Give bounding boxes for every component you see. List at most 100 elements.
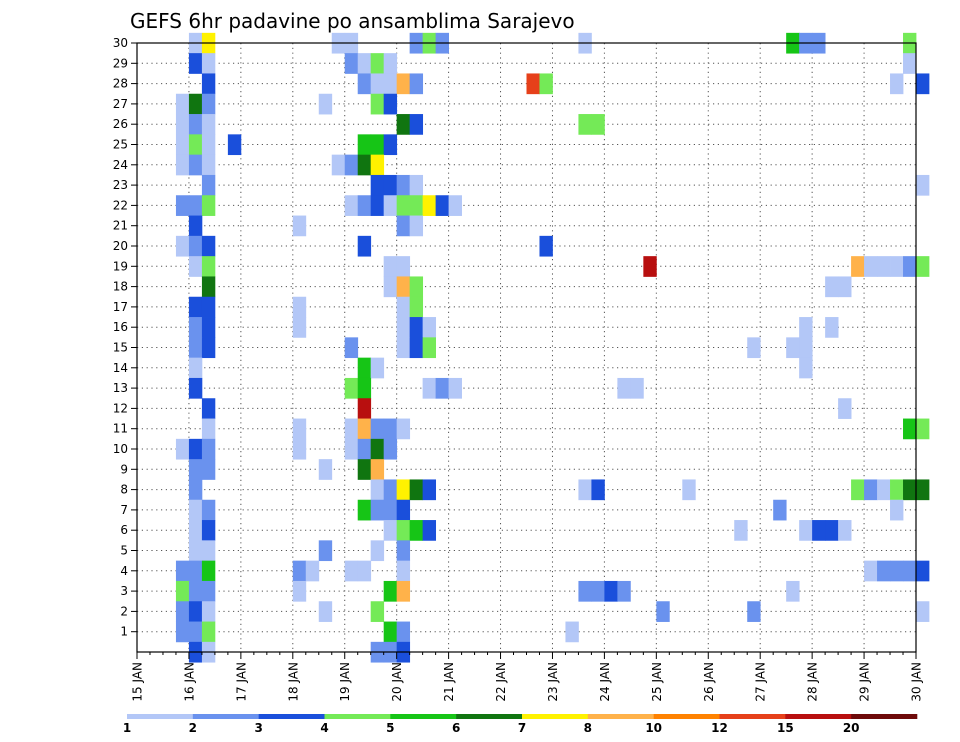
heatmap-cell	[799, 337, 813, 359]
y-tick-label: 15	[113, 341, 128, 355]
y-tick-label: 11	[113, 422, 128, 436]
heatmap-cell	[201, 296, 216, 318]
x-tick-label: 23 JAN	[546, 662, 560, 702]
heatmap-cell	[201, 438, 216, 460]
heatmap-cell	[396, 256, 411, 277]
heatmap-cell	[890, 499, 904, 521]
heatmap-cell	[409, 174, 424, 196]
heatmap-cell	[344, 154, 359, 176]
heatmap-cell	[916, 601, 930, 622]
heatmap-cell	[409, 215, 424, 237]
heatmap-cell	[448, 377, 462, 399]
colorbar-swatch	[390, 714, 457, 719]
heatmap-cell	[422, 195, 437, 216]
heatmap-cell	[188, 215, 203, 237]
heatmap-cell	[175, 93, 190, 115]
heatmap-cell	[383, 621, 398, 643]
heatmap-cell	[864, 560, 878, 582]
heatmap-cell	[201, 114, 216, 135]
heatmap-cell	[383, 520, 398, 541]
heatmap-cell	[396, 479, 411, 501]
x-tick-label: 22 JAN	[494, 662, 508, 702]
heatmap-cell	[370, 459, 385, 480]
heatmap-cell	[890, 479, 904, 501]
x-tick-label: 27 JAN	[754, 662, 768, 702]
heatmap-cell	[188, 580, 203, 602]
heatmap-cell	[383, 73, 398, 95]
y-tick-label: 27	[113, 97, 128, 111]
heatmap-cell	[201, 276, 216, 298]
heatmap-cell	[201, 499, 216, 521]
y-tick-label: 9	[120, 462, 128, 476]
y-tick-label: 2	[120, 604, 128, 618]
heatmap-cell	[578, 479, 592, 501]
heatmap-cell	[175, 601, 190, 622]
heatmap-cell	[370, 479, 385, 501]
heatmap-cell	[344, 560, 359, 582]
heatmap-cell	[877, 479, 891, 501]
heatmap-cell	[422, 520, 437, 541]
heatmap-cell	[396, 621, 411, 643]
heatmap-cell	[370, 134, 385, 156]
heatmap-cell	[591, 114, 605, 135]
heatmap-cell	[526, 73, 540, 95]
heatmap-cell	[175, 438, 190, 460]
heatmap-cell	[799, 520, 813, 541]
heatmap-cell	[370, 154, 385, 176]
heatmap-cell	[201, 580, 216, 602]
colorbar-label: 10	[645, 721, 662, 735]
heatmap-cell	[357, 195, 372, 216]
y-tick-label: 4	[120, 564, 128, 578]
heatmap-cell	[357, 398, 372, 419]
colorbar-swatch	[653, 714, 720, 719]
y-tick-label: 22	[113, 198, 128, 212]
heatmap-cell	[188, 459, 203, 480]
heatmap-cell	[370, 174, 385, 196]
colorbar-swatch	[324, 714, 391, 719]
heatmap-cell	[396, 560, 411, 582]
heatmap-cell	[565, 621, 579, 643]
heatmap-cell	[201, 337, 216, 359]
heatmap-cell	[396, 296, 411, 318]
y-tick-label: 12	[113, 401, 128, 415]
colorbar-swatch	[456, 714, 523, 719]
heatmap-cell	[188, 317, 203, 338]
colorbar-swatch	[522, 714, 589, 719]
y-axis: 1234567891011121314151617181920212223242…	[113, 36, 137, 639]
colorbar-swatch	[785, 714, 852, 719]
heatmap-cell	[396, 276, 411, 298]
y-tick-label: 20	[113, 239, 128, 253]
heatmap-cell	[916, 418, 930, 440]
x-tick-label: 28 JAN	[806, 662, 820, 702]
heatmap-cell	[409, 73, 424, 95]
heatmap-cell	[578, 114, 592, 135]
x-tick-label: 26 JAN	[702, 662, 716, 702]
heatmap-cell	[318, 93, 333, 115]
y-tick-label: 30	[113, 36, 128, 50]
heatmap-cell	[292, 215, 307, 237]
heatmap-cell	[890, 560, 904, 582]
heatmap-cell	[435, 377, 449, 399]
heatmap-cell	[201, 459, 216, 480]
heatmap-cell	[747, 601, 761, 622]
y-tick-label: 10	[113, 442, 128, 456]
heatmap-cell	[682, 479, 696, 501]
heatmap-cell	[188, 114, 203, 135]
heatmap-cell	[188, 621, 203, 643]
heatmap-cell	[188, 235, 203, 257]
heatmap-cell	[409, 276, 424, 298]
heatmap-cell	[890, 256, 904, 277]
heatmap-cell	[370, 357, 385, 379]
heatmap-cell	[396, 195, 411, 216]
heatmap-cell	[175, 114, 190, 135]
y-tick-label: 8	[120, 483, 128, 497]
x-tick-label: 15 JAN	[131, 662, 145, 702]
heatmap-cell	[188, 438, 203, 460]
heatmap-cell	[175, 154, 190, 176]
heatmap-cell	[617, 377, 631, 399]
heatmap-cell	[786, 337, 800, 359]
y-tick-label: 18	[113, 280, 128, 294]
heatmap-cell	[188, 520, 203, 541]
